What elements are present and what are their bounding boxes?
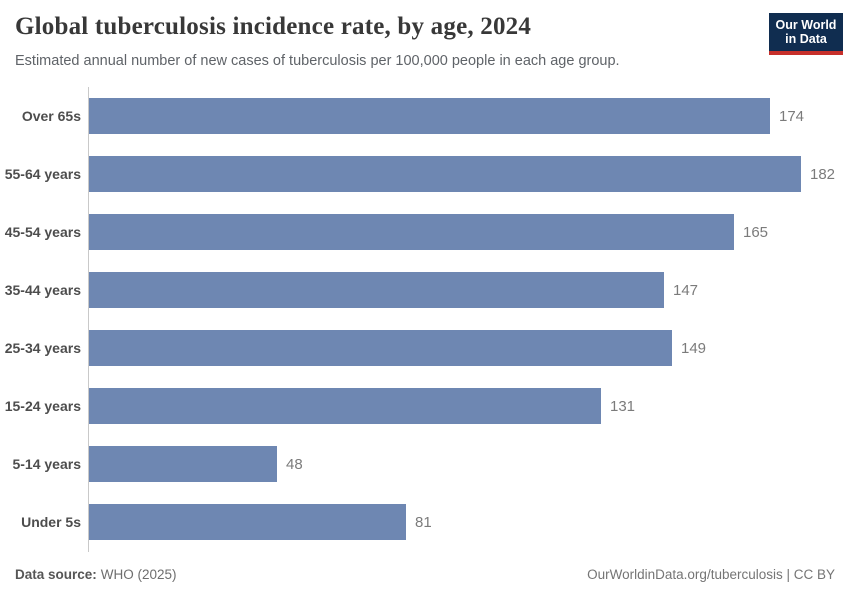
category-label: Under 5s	[21, 514, 81, 530]
bar-chart: Over 65s 174 55-64 years 182 45-54 years…	[0, 87, 850, 552]
data-source-value: WHO (2025)	[100, 567, 177, 582]
bar[interactable]	[89, 214, 734, 250]
bar-row: Over 65s 174	[0, 87, 850, 145]
value-label: 131	[610, 397, 636, 415]
bar-row: 15-24 years 131	[0, 377, 850, 435]
category-label: 45-54 years	[4, 224, 81, 240]
category-label: 55-64 years	[4, 166, 81, 182]
bar[interactable]	[89, 504, 406, 540]
plot-rows: Over 65s 174 55-64 years 182 45-54 years…	[0, 87, 850, 552]
y-axis-line	[88, 87, 89, 552]
bar-row: 5-14 years 48	[0, 435, 850, 493]
chart-footer: Data source: WHO (2025) OurWorldinData.or…	[15, 567, 835, 582]
bar[interactable]	[89, 388, 601, 424]
chart-title: Global tuberculosis incidence rate, by a…	[15, 13, 532, 40]
value-label: 165	[743, 223, 769, 241]
data-source-label: Data source:	[15, 567, 97, 582]
owid-logo-line2: in Data	[785, 32, 827, 46]
bar[interactable]	[89, 156, 801, 192]
credit-link[interactable]: OurWorldinData.org/tuberculosis | CC BY	[587, 567, 835, 582]
chart-subtitle: Estimated annual number of new cases of …	[15, 53, 620, 69]
bar-track: 174	[89, 87, 850, 145]
bar[interactable]	[89, 272, 664, 308]
value-label: 182	[810, 165, 836, 183]
bar-row: Under 5s 81	[0, 493, 850, 551]
category-label: Over 65s	[21, 108, 81, 124]
bar-track: 48	[89, 435, 850, 493]
bar-track: 165	[89, 203, 850, 261]
value-label: 174	[779, 107, 805, 125]
owid-logo[interactable]: Our World in Data	[769, 13, 843, 55]
data-source: Data source: WHO (2025)	[15, 567, 177, 582]
bar-row: 45-54 years 165	[0, 203, 850, 261]
bar-track: 147	[89, 261, 850, 319]
value-label: 48	[286, 455, 303, 473]
category-label: 35-44 years	[4, 282, 81, 298]
category-label: 5-14 years	[12, 456, 81, 472]
bar-row: 55-64 years 182	[0, 145, 850, 203]
value-label: 81	[415, 513, 432, 531]
owid-logo-line1: Our World	[775, 18, 837, 32]
value-label: 149	[681, 339, 707, 357]
category-label: 15-24 years	[4, 398, 81, 414]
value-label: 147	[673, 281, 699, 299]
bar-track: 131	[89, 377, 850, 435]
category-label: 25-34 years	[4, 340, 81, 356]
bar-row: 35-44 years 147	[0, 261, 850, 319]
bar[interactable]	[89, 446, 277, 482]
bar[interactable]	[89, 330, 672, 366]
bar-row: 25-34 years 149	[0, 319, 850, 377]
bar-track: 81	[89, 493, 850, 551]
bar-track: 149	[89, 319, 850, 377]
bar[interactable]	[89, 98, 770, 134]
bar-track: 182	[89, 145, 850, 203]
